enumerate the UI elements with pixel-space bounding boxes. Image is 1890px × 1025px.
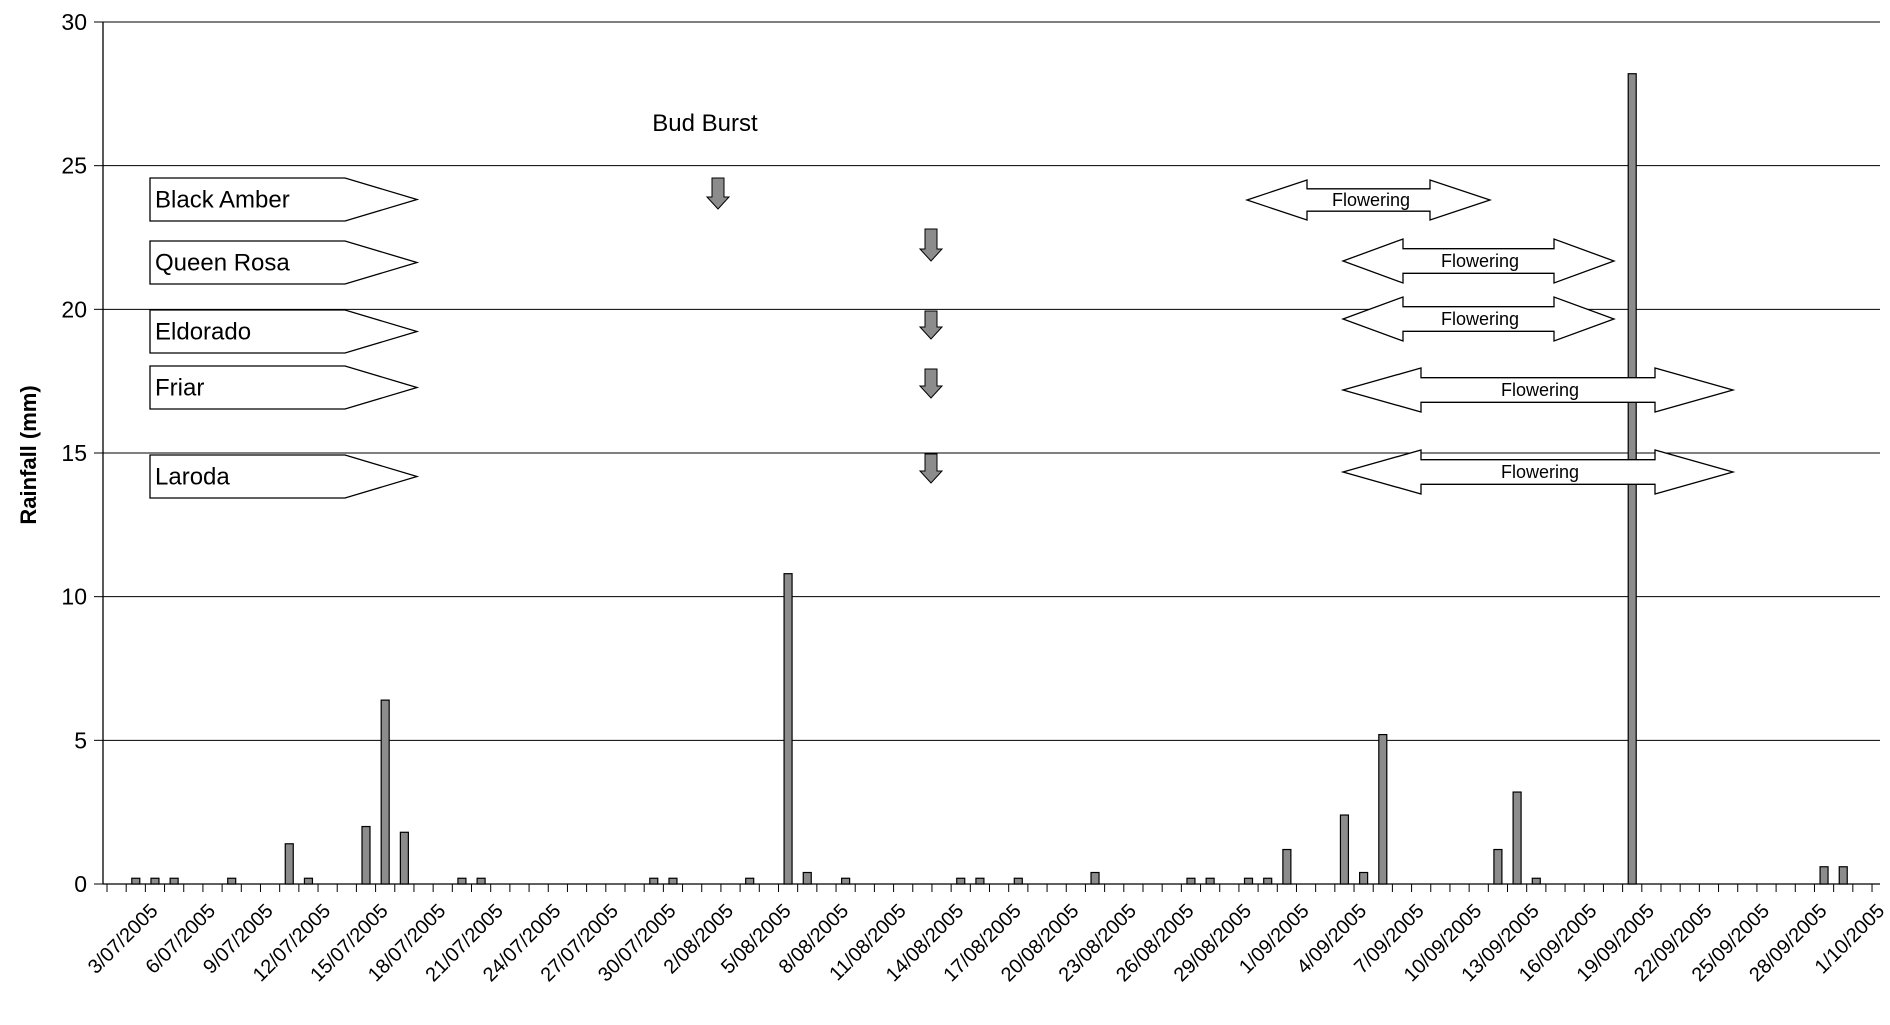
flowering-arrow [1340,367,1736,413]
rainfall-bar [303,877,314,885]
rainfall-bar [1186,877,1196,885]
flowering-label: Flowering [1441,309,1519,329]
y-tick-label: 25 [61,153,87,179]
y-tick-label: 15 [61,440,87,466]
rainfall-bar [956,877,966,885]
flowering-label: Flowering [1501,462,1579,482]
x-axis-ticks: 3/07/20056/07/20059/07/200512/07/200515/… [84,884,1889,986]
rainfall-bar [1493,848,1503,885]
variety-label: Friar [155,375,204,402]
rainfall-bar [227,877,237,885]
bud-burst-arrow [918,228,944,262]
rainfall-bar [802,871,812,885]
rainfall-bar [649,877,659,885]
variety-label-arrow [149,177,420,222]
variety-label: Queen Rosa [155,250,290,277]
y-tick-label: 30 [61,9,87,35]
bud-burst-arrow [705,177,731,210]
bud-burst-arrow [918,368,944,399]
y-tick-label: 20 [61,296,87,322]
rainfall-bar [476,877,486,885]
y-tick-label: 10 [61,584,87,610]
flowering-label: Flowering [1441,251,1519,271]
rainfall-bar [150,877,160,885]
rainfall-bar [745,877,755,885]
rainfall-bar [668,877,678,885]
bud-burst-arrow [918,453,944,484]
rainfall-bar [284,843,294,885]
y-tick-label: 5 [74,727,87,753]
flowering-arrow [1244,179,1493,221]
rainfall-bar [1263,877,1273,885]
variety-label-arrow [149,454,420,499]
variety-label-arrow [149,240,420,285]
variety-label: Laroda [155,464,230,491]
rainfall-bar [457,877,467,885]
rainfall-bar [1819,866,1829,885]
variety-label-arrow [149,365,420,410]
flowering-label: Flowering [1501,380,1579,400]
rainfall-bar [841,877,851,885]
rainfall-bar [1378,733,1388,885]
gridlines [103,21,1880,741]
bud-burst-title: Bud Burst [652,110,758,137]
flowering-arrow [1340,449,1736,495]
rainfall-bar [380,699,390,885]
rainfall-bar [1090,871,1100,885]
rainfall-bar [1512,791,1522,885]
flowering-arrow [1341,238,1616,284]
rainfall-bar [169,877,179,885]
rainfall-bar [783,573,793,885]
rainfall-bar [1013,877,1023,885]
rainfall-bar [361,825,371,885]
y-axis-label: Rainfall (mm) [16,385,41,524]
rainfall-bar [975,877,985,885]
y-tick-label: 0 [74,871,87,897]
rainfall-bar [399,831,409,885]
bud-burst-arrow [918,310,944,340]
rainfall-bar [1205,877,1215,885]
rainfall-bar [1243,877,1254,885]
rainfall-bar [1339,814,1350,885]
rainfall-bar [131,877,141,885]
flowering-label: Flowering [1332,190,1410,210]
variety-label-arrow [149,309,420,354]
rainfall-bar [1282,848,1292,885]
rainfall-bar [1838,866,1848,885]
rainfall-bar [1359,871,1369,885]
y-axis-ticks: 0 5 10 15 20 25 30 [61,9,103,897]
rainfall-bar [1531,877,1541,885]
variety-label: Black Amber [155,187,290,214]
flowering-arrow [1341,296,1616,342]
variety-label: Eldorado [155,319,251,346]
phenology-annotations: Black Amber Flowering Queen Rosa Flowering E… [149,177,1736,499]
